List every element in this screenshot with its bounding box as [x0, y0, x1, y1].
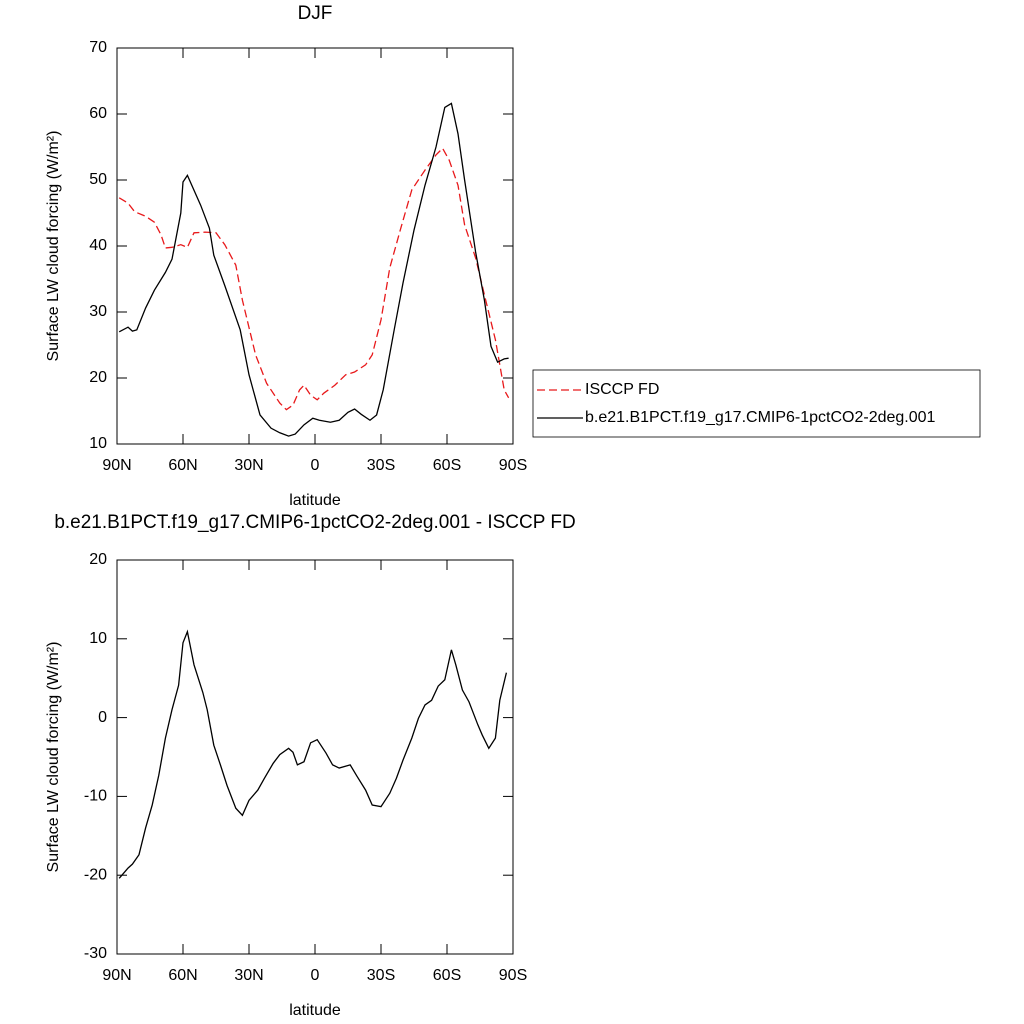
x-tick-label: 60N [168, 457, 197, 474]
y-tick-label: -30 [84, 945, 107, 962]
x-tick-label: 0 [311, 457, 320, 474]
y-tick-label: 40 [89, 237, 107, 254]
x-axis-label: latitude [289, 492, 341, 509]
y-axis-label: Surface LW cloud forcing (W/m²) [45, 131, 62, 362]
x-tick-label: 60S [433, 967, 461, 984]
x-tick-label: 0 [311, 967, 320, 984]
x-tick-label: 30S [367, 457, 395, 474]
x-tick-label: 30N [234, 967, 263, 984]
y-tick-label: 10 [89, 435, 107, 452]
x-tick-label: 90N [102, 967, 131, 984]
series-line [118, 629, 508, 879]
x-tick-label: 60N [168, 967, 197, 984]
plot-frame [116, 559, 514, 955]
x-tick-label: 60S [433, 457, 461, 474]
legend-label: b.e21.B1PCT.f19_g17.CMIP6-1pctCO2-2deg.0… [585, 409, 936, 426]
y-tick-label: 70 [89, 39, 107, 56]
x-tick-label: 90S [499, 967, 527, 984]
plot-frame [116, 47, 514, 445]
legend-label: ISCCP FD [585, 381, 659, 398]
y-tick-label: 0 [98, 709, 107, 726]
y-tick-label: -20 [84, 866, 107, 883]
y-tick-label: 50 [89, 171, 107, 188]
x-tick-label: 30S [367, 967, 395, 984]
y-tick-label: 60 [89, 105, 107, 122]
y-tick-label: -10 [84, 788, 107, 805]
series-line [118, 147, 510, 411]
x-axis-label: latitude [289, 1002, 341, 1019]
chart-title: b.e21.B1PCT.f19_g17.CMIP6-1pctCO2-2deg.0… [54, 512, 575, 533]
series-line [118, 102, 509, 437]
y-tick-label: 30 [89, 303, 107, 320]
y-tick-label: 20 [89, 369, 107, 386]
legend-box [532, 369, 981, 438]
y-tick-label: 10 [89, 630, 107, 647]
x-tick-label: 90S [499, 457, 527, 474]
chart-title: DJF [298, 3, 333, 24]
x-tick-label: 90N [102, 457, 131, 474]
x-tick-label: 30N [234, 457, 263, 474]
y-axis-label: Surface LW cloud forcing (W/m²) [45, 642, 62, 873]
y-tick-label: 20 [89, 551, 107, 568]
